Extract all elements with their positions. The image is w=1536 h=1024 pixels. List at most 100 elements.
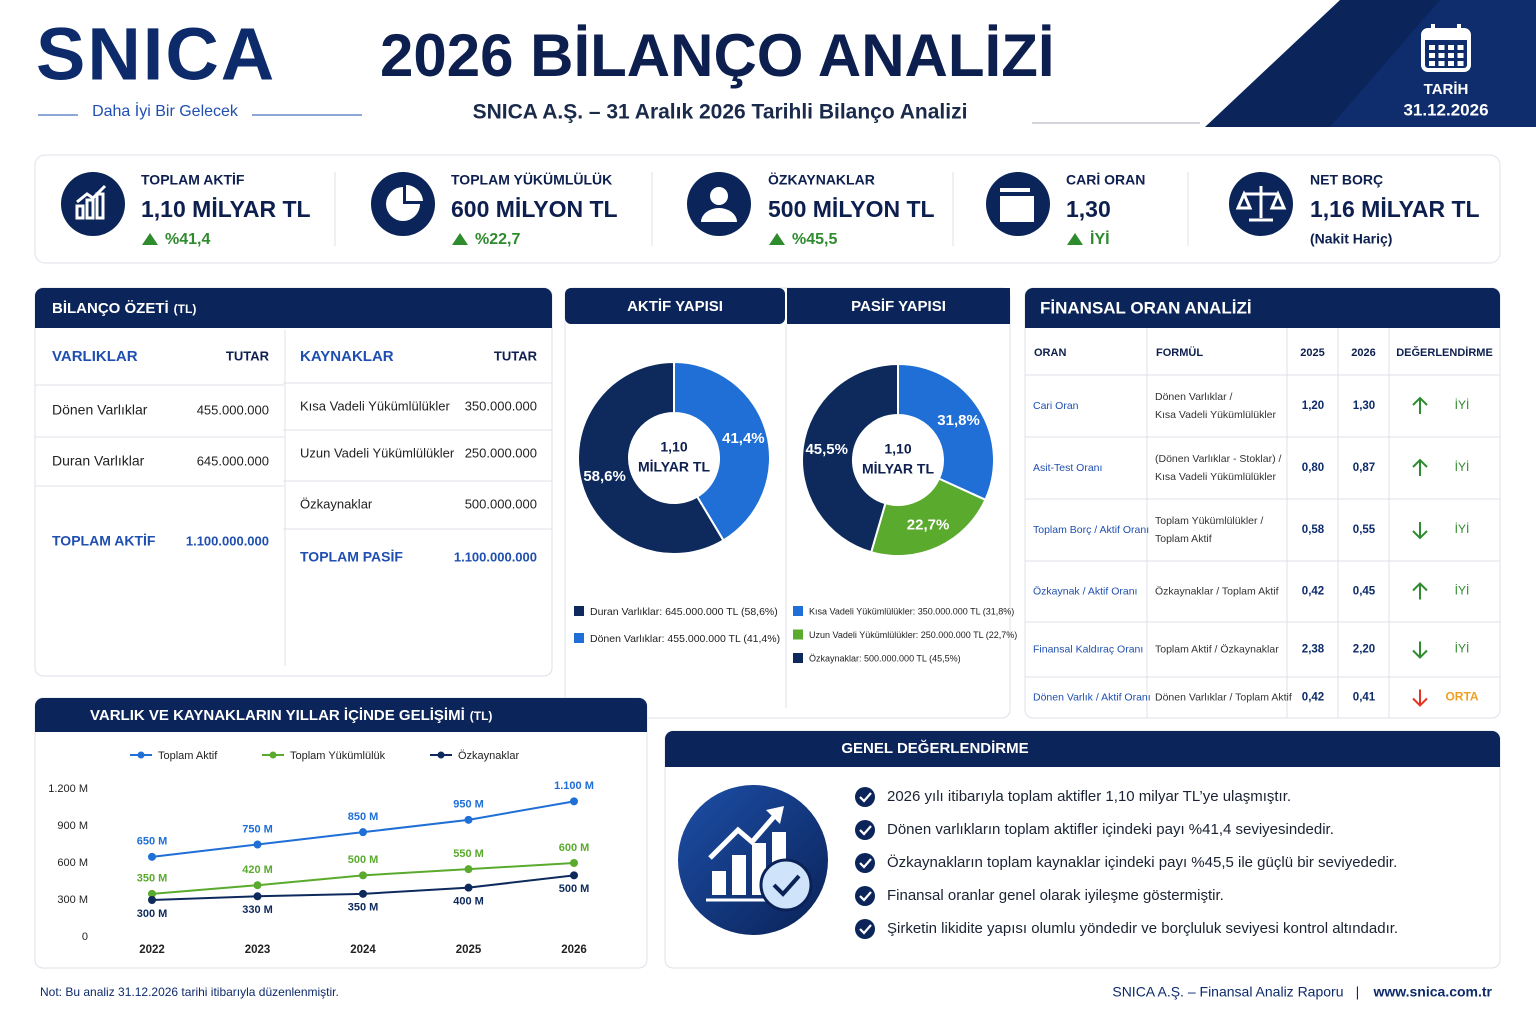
check-icon [859, 891, 872, 902]
calendar-icon [1429, 45, 1435, 50]
row-label: Dönen Varlıklar [52, 402, 148, 418]
data-point [359, 828, 367, 837]
calendar-icon [1457, 53, 1464, 58]
trend-arrow [1412, 582, 1428, 600]
legend-swatch [793, 653, 803, 663]
calendar-icon [1429, 61, 1435, 66]
slice-label: 45,5% [805, 441, 848, 458]
table-header: TUTAR [226, 348, 270, 363]
calendar-icon [1438, 61, 1445, 66]
calendar-icon [1438, 53, 1445, 58]
table-header: TUTAR [494, 348, 538, 363]
check-icon [859, 792, 872, 803]
total-value: 1.100.000.000 [186, 533, 269, 548]
kpi-label: NET BORÇ [1310, 172, 1383, 188]
x-tick-label: 2023 [245, 944, 271, 956]
ratio-formula: (Dönen Varlıklar - Stoklar) / [1155, 453, 1282, 465]
footer-note: Not: Bu analiz 31.12.2026 tarihi itibarı… [40, 985, 339, 999]
table-header: KAYNAKLAR [300, 348, 394, 365]
x-tick-label: 2026 [561, 944, 587, 956]
row-value: 500.000.000 [465, 496, 537, 511]
ratio-formula: Toplam Aktif / Özkaynaklar [1155, 643, 1279, 655]
total-value: 1.100.000.000 [454, 549, 537, 564]
ratio-value: 1,20 [1302, 400, 1324, 412]
ratio-name: Dönen Varlık / Aktif Oranı [1033, 691, 1151, 703]
pie-slice [577, 360, 725, 555]
kpi-icon-glyph [75, 184, 107, 220]
evaluation-item: Dönen varlıkların toplam aktifler içinde… [887, 821, 1334, 838]
check-icon [855, 886, 875, 906]
y-tick-label: 900 M [57, 820, 88, 832]
kpi-note: (Nakit Hariç) [1310, 231, 1392, 247]
data-label: 650 M [137, 836, 168, 848]
kpi-change: %22,7 [475, 231, 520, 248]
slice-label: 58,6% [583, 468, 626, 485]
calendar-icon [1448, 53, 1454, 58]
panel-header [35, 722, 647, 732]
ratio-formula: Kısa Vadeli Yükümlülükler [1155, 471, 1277, 483]
ratio-evaluation: İYİ [1455, 584, 1470, 598]
panel-title: GENEL DEĞERLENDİRME [841, 739, 1028, 757]
legend-text: Özkaynaklar [458, 750, 519, 762]
y-tick-label: 300 M [57, 894, 88, 906]
panel-header [1025, 318, 1500, 328]
footer-website: www.snica.com.tr [1372, 984, 1492, 1000]
data-label: 400 M [453, 896, 484, 908]
panel-title: VARLIK VE KAYNAKLARIN YILLAR İÇİNDE GELİ… [90, 707, 465, 724]
row-label: Özkaynaklar [300, 496, 373, 511]
date: 31.12.2026 [1403, 100, 1488, 119]
calendar-icon [1457, 45, 1464, 50]
legend-marker [437, 751, 445, 759]
kpi-change-arrow [769, 233, 785, 245]
pie-slice [801, 362, 899, 554]
data-label: 350 M [348, 902, 379, 914]
ratio-formula: Toplam Yükümlülükler / [1155, 515, 1263, 527]
check-icon [855, 919, 875, 939]
kpi-icon-glyph [386, 184, 423, 221]
check-icon [855, 820, 875, 840]
kpi-change: %41,4 [165, 231, 210, 248]
calendar-icon [1457, 61, 1464, 66]
ratio-evaluation: İYİ [1455, 642, 1470, 656]
panel-title-unit: (TL) [470, 709, 493, 723]
ratio-value: 0,45 [1353, 586, 1376, 598]
kpi-change-arrow [1067, 233, 1083, 245]
pie-center: 1,10 [660, 439, 687, 455]
data-label: 500 M [559, 883, 590, 895]
ratio-value: 0,58 [1302, 524, 1325, 536]
logo: SNICA [36, 13, 276, 96]
legend-text: Duran Varlıklar: 645.000.000 TL (58,6%) [590, 606, 778, 618]
panel-title: FİNANSAL ORAN ANALİZİ [1040, 298, 1252, 317]
evaluation-item: 2026 yılı itibarıyla toplam aktifler 1,1… [887, 788, 1291, 805]
subtitle: SNICA A.Ş. – 31 Aralık 2026 Tarihli Bila… [473, 101, 968, 124]
row-label: Uzun Vadeli Yükümlülükler [300, 445, 455, 460]
data-label: 1.100 M [554, 780, 594, 792]
table-header: DEĞERLENDİRME [1396, 346, 1493, 359]
check-icon [859, 924, 872, 935]
tagline: Daha İyi Bir Gelecek [92, 101, 239, 120]
ratio-value: 0,42 [1302, 586, 1324, 598]
page-title: 2026 BİLANÇO ANALİZİ [380, 22, 1055, 89]
check-icon [859, 825, 872, 836]
ratio-value: 2,20 [1353, 644, 1375, 656]
check-icon [855, 853, 875, 873]
footer-separator: | [1356, 984, 1360, 1000]
calendar-icon [1448, 45, 1454, 50]
table-header: VARLIKLAR [52, 348, 138, 365]
panel-title: AKTİF YAPISI [627, 298, 723, 315]
panel-header [787, 288, 1010, 324]
row-value: 350.000.000 [465, 398, 537, 413]
slice-label: 41,4% [722, 430, 765, 447]
table-header: 2025 [1300, 347, 1324, 359]
evaluation-item: Şirketin likidite yapısı olumlu yöndedir… [887, 920, 1398, 937]
footer-report: SNICA A.Ş. – Finansal Analiz Raporu [1112, 984, 1343, 1000]
trend-arrow [1412, 522, 1428, 540]
legend-text: Özkaynaklar: 500.000.000 TL (45,5%) [809, 653, 961, 663]
evaluation-item: Özkaynakların toplam kaynaklar içindeki … [887, 853, 1397, 871]
ratio-value: 1,30 [1353, 400, 1375, 412]
data-point [464, 865, 473, 874]
legend-swatch [574, 606, 584, 616]
data-point [253, 840, 262, 849]
data-point [148, 852, 156, 861]
data-label: 500 M [348, 854, 379, 866]
